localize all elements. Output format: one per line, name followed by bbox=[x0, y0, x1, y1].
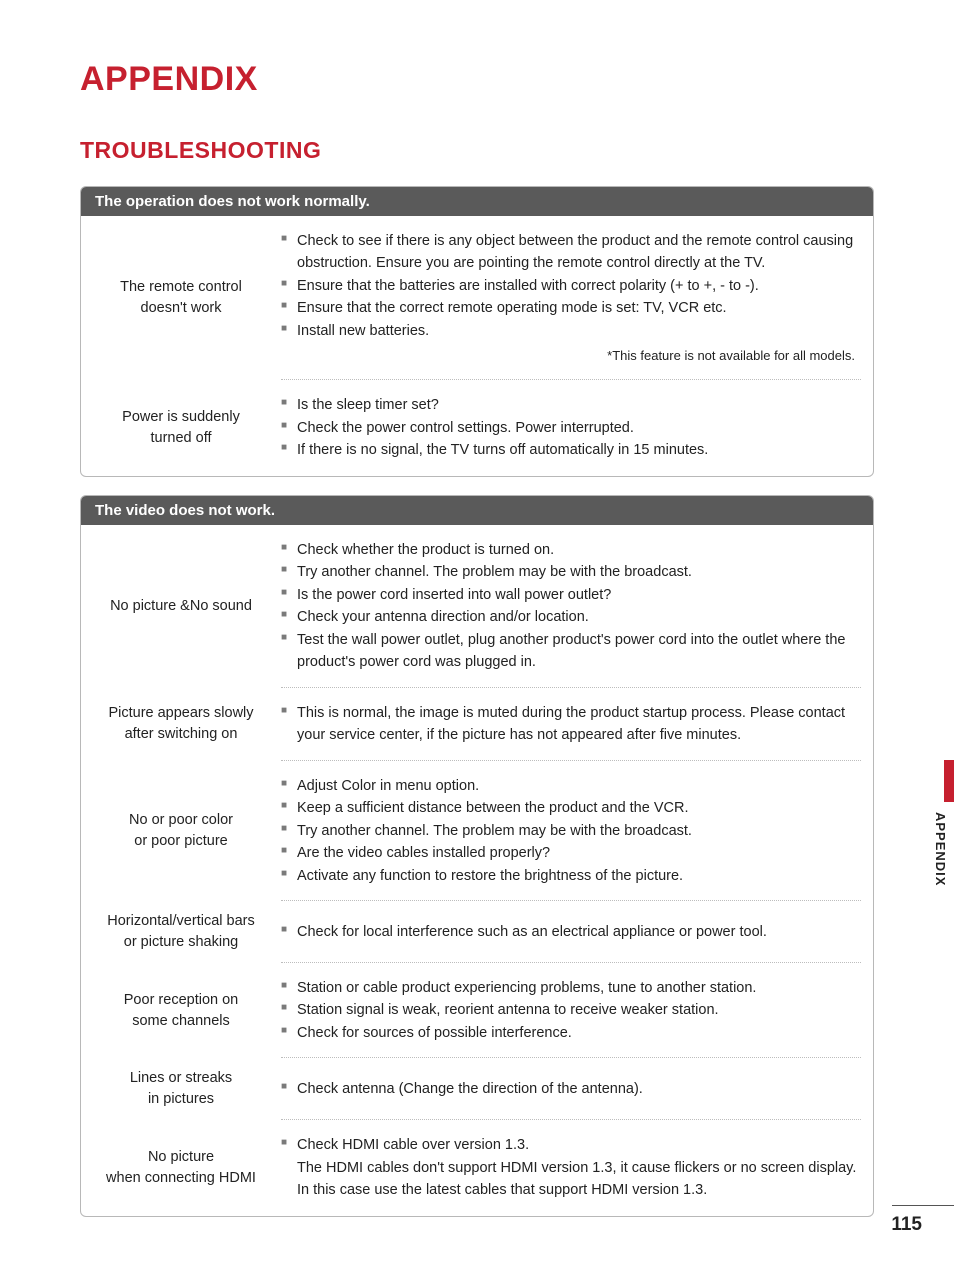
solution-item: Install new batteries. bbox=[281, 320, 859, 342]
troubleshooting-section: The operation does not work normally.The… bbox=[80, 186, 874, 477]
solutions-cell: Check antenna (Change the direction of t… bbox=[281, 1064, 873, 1114]
symptom-label: Poor reception onsome channels bbox=[81, 980, 281, 1042]
solution-item: Try another channel. The problem may be … bbox=[281, 820, 859, 842]
solutions-cell: Check HDMI cable over version 1.3.The HD… bbox=[281, 1120, 873, 1215]
solutions-cell: Is the sleep timer set?Check the power c… bbox=[281, 380, 873, 475]
symptom-label: No picture &No sound bbox=[81, 586, 281, 627]
solution-item: Check to see if there is any object betw… bbox=[281, 230, 859, 275]
solutions-cell: Check for local interference such as an … bbox=[281, 907, 873, 957]
solution-item: This is normal, the image is muted durin… bbox=[281, 702, 859, 747]
table-row: No or poor coloror poor pictureAdjust Co… bbox=[81, 761, 873, 901]
solution-item: Test the wall power outlet, plug another… bbox=[281, 629, 859, 674]
solutions-cell: Check to see if there is any object betw… bbox=[281, 216, 873, 380]
solution-item: Ensure that the correct remote operating… bbox=[281, 297, 859, 319]
table-row: No picture &No soundCheck whether the pr… bbox=[81, 525, 873, 688]
solutions-cell: This is normal, the image is muted durin… bbox=[281, 688, 873, 761]
solution-item: Is the power cord inserted into wall pow… bbox=[281, 584, 859, 606]
solution-item: Check the power control settings. Power … bbox=[281, 417, 859, 439]
solutions-cell: Check whether the product is turned on.T… bbox=[281, 525, 873, 688]
solution-item: Check your antenna direction and/or loca… bbox=[281, 606, 859, 628]
solution-item: Try another channel. The problem may be … bbox=[281, 561, 859, 583]
footnote: *This feature is not available for all m… bbox=[281, 346, 859, 366]
page-title: APPENDIX bbox=[80, 60, 874, 99]
table-row: Horizontal/vertical barsor picture shaki… bbox=[81, 901, 873, 963]
symptom-label: The remote controldoesn't work bbox=[81, 267, 281, 329]
page-number: 115 bbox=[891, 1214, 922, 1236]
symptom-label: No or poor coloror poor picture bbox=[81, 800, 281, 862]
page-subtitle: TROUBLESHOOTING bbox=[80, 137, 874, 164]
solution-item: Station signal is weak, reorient antenna… bbox=[281, 999, 859, 1021]
symptom-label: Lines or streaksin pictures bbox=[81, 1058, 281, 1120]
solution-item: Keep a sufficient distance between the p… bbox=[281, 797, 859, 819]
solution-item: Adjust Color in menu option. bbox=[281, 775, 859, 797]
solution-item: Is the sleep timer set? bbox=[281, 394, 859, 416]
solution-item: Check for sources of possible interferen… bbox=[281, 1022, 859, 1044]
side-tab-accent bbox=[944, 760, 954, 802]
section-header: The operation does not work normally. bbox=[81, 187, 873, 216]
solution-item: Check antenna (Change the direction of t… bbox=[281, 1078, 859, 1100]
symptom-label: No picturewhen connecting HDMI bbox=[81, 1137, 281, 1199]
solutions-cell: Station or cable product experiencing pr… bbox=[281, 963, 873, 1058]
table-row: No picturewhen connecting HDMICheck HDMI… bbox=[81, 1120, 873, 1215]
solution-item: Activate any function to restore the bri… bbox=[281, 865, 859, 887]
symptom-label: Picture appears slowlyafter switching on bbox=[81, 693, 281, 755]
solution-item: If there is no signal, the TV turns off … bbox=[281, 439, 859, 461]
side-tab-label: APPENDIX bbox=[933, 802, 948, 886]
table-row: Poor reception onsome channelsStation or… bbox=[81, 963, 873, 1058]
solutions-cell: Adjust Color in menu option.Keep a suffi… bbox=[281, 761, 873, 901]
solution-item: Check whether the product is turned on. bbox=[281, 539, 859, 561]
symptom-label: Horizontal/vertical barsor picture shaki… bbox=[81, 901, 281, 963]
solution-item: Ensure that the batteries are installed … bbox=[281, 275, 859, 297]
section-header: The video does not work. bbox=[81, 496, 873, 525]
solution-item: Station or cable product experiencing pr… bbox=[281, 977, 859, 999]
table-row: Power is suddenlyturned offIs the sleep … bbox=[81, 380, 873, 475]
table-row: Lines or streaksin picturesCheck antenna… bbox=[81, 1058, 873, 1120]
solution-item: Check HDMI cable over version 1.3.The HD… bbox=[281, 1134, 859, 1201]
table-row: The remote controldoesn't workCheck to s… bbox=[81, 216, 873, 380]
troubleshooting-section: The video does not work.No picture &No s… bbox=[80, 495, 874, 1217]
solution-item: Are the video cables installed properly? bbox=[281, 842, 859, 864]
solution-item: Check for local interference such as an … bbox=[281, 921, 859, 943]
side-tab: APPENDIX bbox=[912, 760, 954, 872]
table-row: Picture appears slowlyafter switching on… bbox=[81, 688, 873, 761]
symptom-label: Power is suddenlyturned off bbox=[81, 397, 281, 459]
